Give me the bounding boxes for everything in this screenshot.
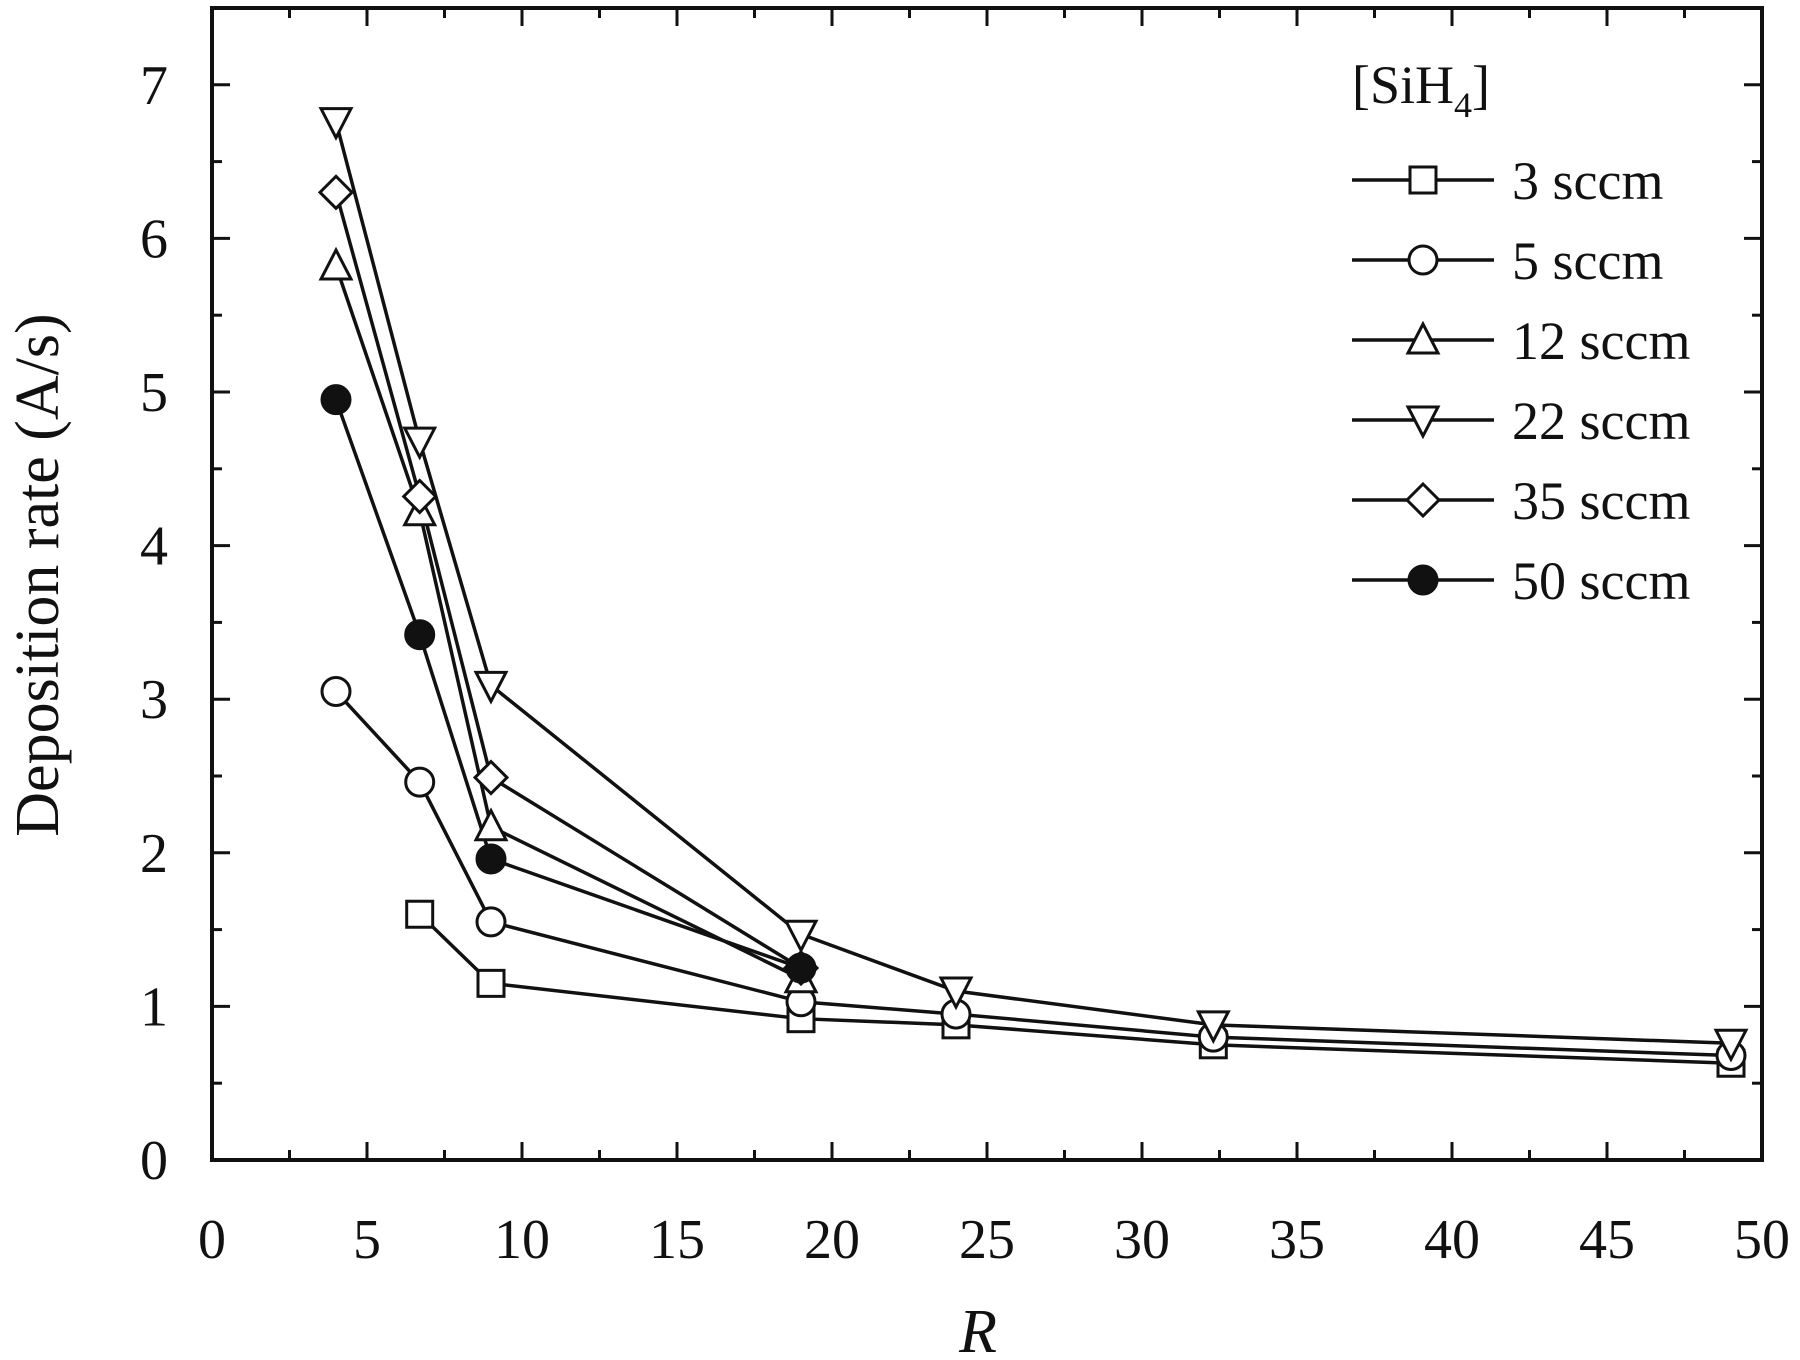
square-marker (405, 899, 435, 929)
triangle-down-marker (318, 107, 354, 141)
legend-item: 12 sccm (1352, 311, 1690, 371)
y-tick-label: 7 (140, 55, 168, 117)
series-12-sccm (334, 265, 802, 981)
triangle-down-marker (783, 919, 819, 954)
legend-title: [SiH4] (1352, 55, 1490, 125)
legend-item: 50 sccm (1352, 551, 1690, 611)
series-markers-12-sccm (318, 246, 819, 994)
y-tick-label: 2 (140, 823, 168, 885)
filled-circle-marker (785, 952, 817, 984)
triangle-down-marker (473, 670, 509, 705)
legend-label: 12 sccm (1512, 311, 1690, 371)
x-tick-label: 25 (959, 1209, 1015, 1271)
diamond-marker (401, 478, 438, 515)
x-tick-label: 15 (649, 1209, 705, 1271)
x-tick-label: 50 (1734, 1209, 1790, 1271)
series-markers-22-sccm (318, 107, 1749, 1063)
circle-marker (1407, 244, 1439, 276)
legend-item: 5 sccm (1352, 231, 1663, 291)
legend-label: 5 sccm (1512, 231, 1663, 291)
x-tick-label: 45 (1579, 1209, 1635, 1271)
diamond-marker (472, 759, 510, 796)
x-tick-label: 35 (1269, 1209, 1325, 1271)
diamond-marker (1404, 481, 1442, 519)
series-line (334, 191, 802, 970)
filled-circle-marker (475, 843, 507, 875)
series-markers-5-sccm (320, 676, 1747, 1072)
triangle-down-marker (402, 426, 438, 461)
circle-marker (404, 766, 436, 798)
legend-item: 22 sccm (1352, 391, 1690, 451)
x-tick-label: 20 (804, 1209, 860, 1271)
series-line (334, 399, 802, 970)
legend-label: 50 sccm (1512, 551, 1690, 611)
triangle-down-marker (1195, 1010, 1231, 1045)
series-50-sccm (334, 399, 802, 970)
triangle-up-marker (473, 807, 509, 842)
series-line (418, 912, 1732, 1065)
series-layer (317, 107, 1749, 1078)
triangle-down-marker (938, 976, 974, 1011)
legend-label: 3 sccm (1512, 151, 1663, 211)
y-tick-label: 0 (140, 1130, 168, 1192)
triangle-up-marker (318, 246, 354, 281)
y-tick-label: 4 (140, 516, 168, 578)
legend-item: 3 sccm (1352, 151, 1663, 211)
y-tick-label: 1 (140, 976, 168, 1038)
filled-circle-marker (404, 619, 436, 651)
x-axis: 0 5 10 15 20 25 30 35 40 45 50 (198, 8, 1790, 1271)
triangle-down-marker (1405, 405, 1441, 440)
circle-marker (475, 906, 507, 938)
x-tick-label: 5 (353, 1209, 381, 1271)
legend-label: 22 sccm (1512, 391, 1690, 451)
circle-marker (320, 676, 352, 708)
triangle-down-marker (1713, 1028, 1749, 1063)
filled-circle-marker (320, 384, 352, 416)
y-axis-label: Deposition rate (A/s) (4, 313, 72, 836)
square-marker (476, 968, 506, 998)
square-marker (1408, 165, 1438, 195)
legend-item: 35 sccm (1352, 471, 1690, 531)
y-tick-label: 5 (140, 362, 168, 424)
series-3-sccm (418, 912, 1732, 1065)
x-tick-label: 30 (1114, 1209, 1170, 1271)
filled-circle-marker (1407, 564, 1439, 596)
y-tick-label: 6 (140, 208, 168, 270)
triangle-up-marker (1405, 320, 1441, 355)
legend: [SiH4] 3 sccm 5 sccm 12 sccm 22 sccm 35 sccm 5… (1352, 55, 1690, 611)
series-line (334, 265, 802, 981)
series-markers-50-sccm (320, 384, 817, 984)
y-axis: 0 1 2 3 4 5 6 7 (140, 6, 1762, 1192)
x-tick-label: 10 (494, 1209, 550, 1271)
legend-label: 35 sccm (1512, 471, 1690, 531)
series-35-sccm (334, 191, 802, 970)
y-tick-label: 3 (140, 669, 168, 731)
diamond-marker (317, 174, 355, 211)
x-tick-label: 40 (1424, 1209, 1480, 1271)
x-tick-label: 0 (198, 1209, 226, 1271)
x-axis-label: R (958, 1298, 997, 1360)
